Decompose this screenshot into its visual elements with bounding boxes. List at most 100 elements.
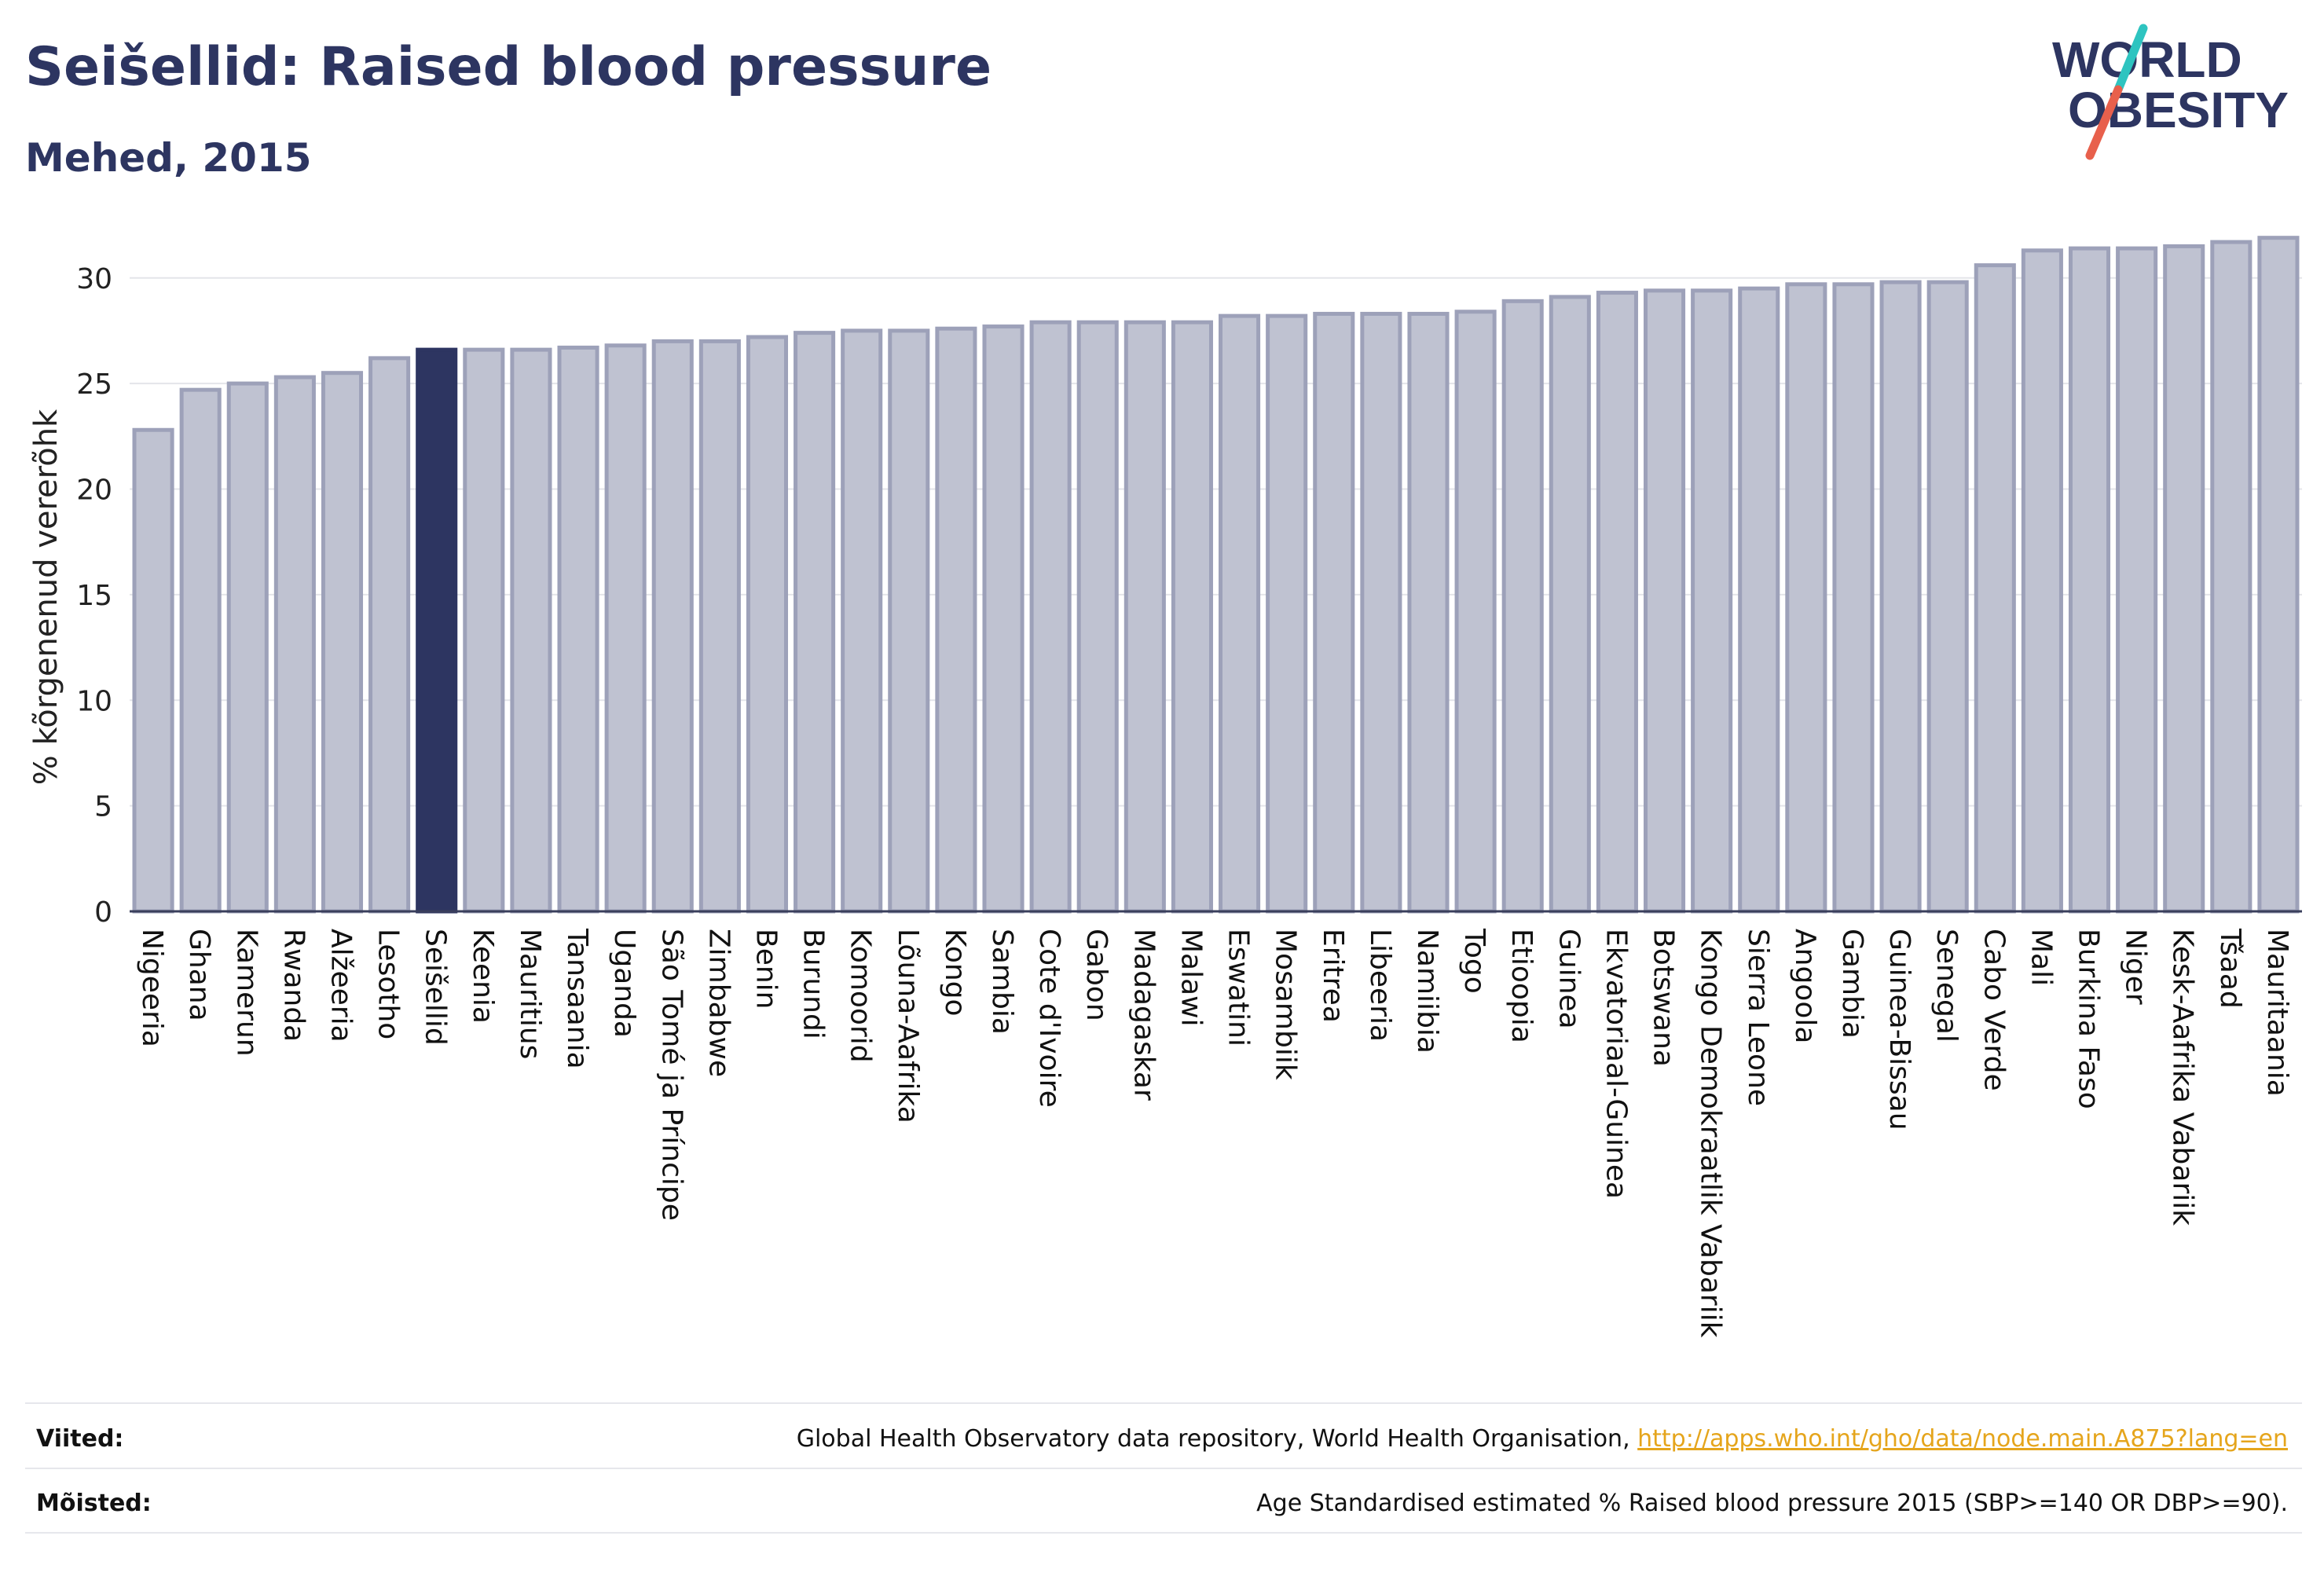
bar (2163, 244, 2205, 914)
bar (1643, 288, 1686, 914)
bar (1124, 320, 1166, 914)
sources-link[interactable]: http://apps.who.int/gho/data/node.main.A… (1637, 1425, 2288, 1453)
bar (463, 347, 505, 914)
y-tick-label: 5 (94, 791, 112, 823)
x-tick-label: Tansaania (561, 928, 593, 1069)
x-tick-label: Nigeeria (136, 929, 168, 1047)
sources-description: Global Health Observatory data repositor… (796, 1425, 1638, 1453)
x-tick-label: Keenia (467, 929, 499, 1024)
bar-chart: 0 5 10 15 20 25 30 Nigeeria Ghana Kamerun Rwanda A… (28, 236, 2302, 1338)
bars (132, 236, 2300, 914)
y-axis-label: % kõrgenenud vererõhk (28, 409, 64, 785)
bar (935, 326, 977, 914)
x-tick-label: Malawi (1175, 929, 1207, 1027)
x-tick-label: Kongo Demokraatlik Vabariik (1695, 929, 1727, 1338)
bar (1454, 310, 1497, 914)
x-tick-labels: Nigeeria Ghana Kamerun Rwanda Alžeeria Lesoth… (136, 928, 2293, 1338)
x-tick-label: Kesk-Aafrika Vabariik (2167, 929, 2199, 1226)
x-tick-label: Libeeria (1364, 929, 1396, 1042)
bar (1171, 320, 1213, 914)
x-tick-label: Senegal (1930, 929, 1963, 1043)
bar (1974, 263, 2016, 914)
bar (1926, 280, 1969, 914)
x-tick-label: Mosambiik (1270, 929, 1302, 1080)
bar (132, 427, 174, 914)
bar (2210, 240, 2253, 914)
definitions-text: Age Standardised estimated % Raised bloo… (1256, 1490, 2288, 1517)
y-tick-label: 0 (94, 896, 112, 929)
logo-slash-top (2113, 24, 2148, 94)
y-tick-label: 20 (76, 475, 112, 507)
definitions-label: Mõisted: (36, 1490, 152, 1517)
y-tick-label: 15 (76, 580, 112, 612)
y-tick-label: 30 (76, 263, 112, 295)
bar (368, 356, 411, 914)
x-tick-label: Eswatini (1222, 929, 1255, 1046)
bar (604, 343, 647, 914)
bar (651, 339, 694, 914)
footer-divider-top (25, 1402, 2302, 1404)
x-tick-label: Angoola (1789, 929, 1821, 1043)
bar (1029, 320, 1072, 914)
x-tick-label: Mali (2025, 929, 2057, 986)
logo-slash-bottom (2085, 85, 2123, 160)
bar (2068, 246, 2111, 914)
bar (2021, 248, 2063, 914)
footer-divider-bottom (25, 1532, 2302, 1534)
x-tick-label: Uganda (608, 929, 640, 1038)
x-tick-label: Cabo Verde (1978, 929, 2010, 1091)
bar (179, 387, 222, 914)
x-tick-label: Kamerun (230, 929, 262, 1057)
sources-label: Viited: (36, 1425, 124, 1453)
bar (1501, 299, 1544, 914)
x-tick-label: Eritrea (1317, 929, 1349, 1023)
x-tick-label: Guinea (1552, 929, 1585, 1029)
footer-divider-middle (25, 1468, 2302, 1469)
bar (1596, 291, 1638, 914)
bar (226, 381, 269, 914)
x-tick-label: Alžeeria (324, 929, 357, 1043)
sources-text: Global Health Observatory data repositor… (797, 1425, 2288, 1453)
x-tick-label: Mauritaania (2261, 929, 2293, 1097)
bar (1785, 282, 1827, 914)
x-tick-label: Seišellid (420, 929, 452, 1046)
x-tick-label: Burkina Faso (2073, 929, 2105, 1109)
x-tick-label: Madagaskar (1127, 929, 1160, 1101)
bar (1313, 311, 1355, 914)
bar (1360, 311, 1402, 914)
x-tick-label: Sierra Leone (1742, 929, 1774, 1106)
bar (273, 375, 316, 914)
logo-word-world: WORLD (2052, 31, 2242, 88)
x-tick-label: Benin (750, 929, 782, 1009)
y-tick-labels: 0 5 10 15 20 25 30 (76, 263, 112, 929)
x-tick-label: Ekvatoriaal-Guinea (1600, 929, 1632, 1199)
x-tick-label: Ghana (183, 929, 215, 1021)
x-tick-label: Komoorid (845, 929, 877, 1063)
x-tick-label: Lesotho (372, 929, 405, 1039)
bar (982, 324, 1025, 914)
x-tick-label: Botswana (1648, 929, 1680, 1067)
x-tick-label: Rwanda (277, 929, 310, 1042)
x-tick-label: Mauritius (514, 929, 546, 1059)
y-tick-label: 25 (76, 368, 112, 401)
bar (1879, 280, 1922, 914)
x-tick-label: Gambia (1836, 929, 1868, 1039)
bar (1266, 313, 1308, 914)
bar (557, 345, 599, 914)
y-tick-label: 10 (76, 685, 112, 717)
x-tick-label: Etioopia (1505, 929, 1538, 1043)
bar (1219, 313, 1261, 914)
bar-highlighted (416, 347, 458, 914)
bar (888, 328, 930, 914)
x-tick-label: Lõuna-Aafrika (892, 929, 924, 1123)
x-tick-label: Niger (2120, 929, 2152, 1005)
x-tick-label: Namiibia (1411, 929, 1443, 1054)
bar (2257, 236, 2300, 914)
bar (1076, 320, 1119, 914)
x-tick-label: Zimbabwe (702, 929, 735, 1077)
x-tick-label: Cote d'Ivoire (1033, 929, 1065, 1108)
bar (1691, 288, 1733, 914)
chart-title: Seišellid: Raised blood pressure (25, 36, 992, 98)
bar (841, 328, 883, 914)
bar (2116, 246, 2158, 914)
